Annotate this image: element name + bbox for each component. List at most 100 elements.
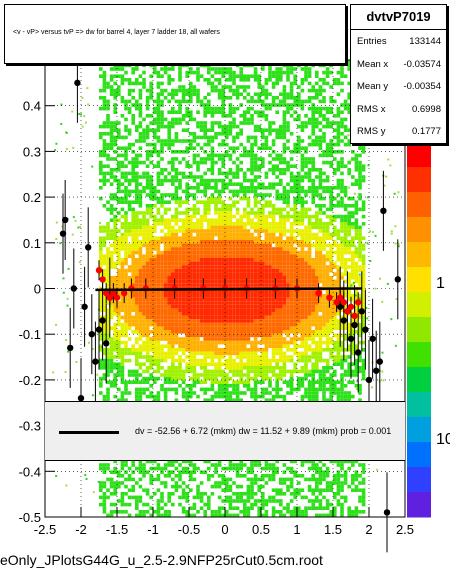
density-cell [286,182,290,186]
density-cell [120,200,125,204]
density-cell [156,178,161,183]
density-cell [221,506,225,510]
density-cell [228,157,233,161]
density-cell [199,312,204,316]
density-cell [214,186,218,190]
density-cell [304,348,308,352]
density-cell [142,236,146,240]
density-cell [149,85,153,89]
density-cell [264,348,269,352]
density-cell [149,459,153,464]
density-cell [293,99,297,104]
density-cell [189,344,193,348]
density-cell [174,337,179,341]
density-cell [214,510,218,514]
density-cell [217,355,222,359]
density-cell [185,304,189,309]
density-cell [297,474,301,478]
density-cell [181,63,186,68]
density-cell [192,384,197,388]
density-cell [221,236,225,240]
density-cell [163,236,168,240]
density-cell [282,117,287,122]
density-cell [135,99,139,104]
density-cell [268,330,272,334]
density-cell [264,308,269,312]
density-cell [135,160,139,165]
density-cell [261,283,265,287]
density-cell [109,261,114,266]
density-cell [138,189,143,194]
density-cell [243,297,247,302]
density-cell [304,150,308,154]
density-cell [117,344,121,348]
density-cell [124,398,128,402]
density-cell [181,189,186,194]
density-cell [117,240,121,244]
density-cell [178,484,182,489]
density-cell [117,474,121,478]
density-cell [261,279,265,284]
density-cell [160,279,164,284]
density-cell [243,178,247,183]
density-cell [149,315,153,320]
density-cell [135,283,139,287]
density-cell [171,218,175,222]
density-cell [257,394,261,399]
density-cell [210,380,215,384]
density-cell [156,92,161,96]
density-cell [142,225,146,230]
density-cell [124,308,128,312]
density-cell [210,355,215,359]
density-cell [181,380,186,384]
density-cell [210,171,215,176]
density-cell [297,117,301,122]
density-cell [174,200,179,204]
density-cell [135,294,139,298]
density-cell [225,380,229,384]
density-cell [300,380,305,384]
density-cell [109,308,114,312]
density-cell [131,81,135,86]
density-cell [261,391,265,395]
density-cell [174,240,179,244]
density-cell [307,330,312,334]
density-cell [117,351,121,356]
density-cell [221,99,225,104]
density-cell [235,373,240,377]
density-cell [142,211,146,215]
density-cell [225,362,229,366]
density-cell [297,178,301,183]
density-cell [138,254,143,258]
density-cell [163,466,168,471]
density-cell [275,470,279,474]
density-cell [131,265,135,269]
density-cell [171,250,175,255]
density-cell [199,373,204,377]
density-cell [199,99,204,104]
density-cell [217,196,222,201]
density-cell [243,63,247,68]
density-cell [243,250,247,255]
density-cell [196,88,200,93]
density-cell [217,391,222,395]
density-cell [160,157,164,161]
density-cell [174,243,179,248]
density-cell [264,200,269,204]
density-cell [185,254,189,258]
density-cell [232,258,236,262]
density-cell [131,70,135,75]
density-cell [203,268,207,273]
density-cell [268,204,272,208]
density-cell [127,290,132,294]
density-cell [178,236,182,240]
density-cell [304,265,308,269]
density-cell [235,394,240,399]
density-cell [207,232,211,237]
density-cell [109,250,114,255]
density-cell [149,243,153,248]
density-cell [156,254,161,258]
density-cell [297,294,301,298]
density-cell [185,297,189,302]
density-cell [203,265,207,269]
